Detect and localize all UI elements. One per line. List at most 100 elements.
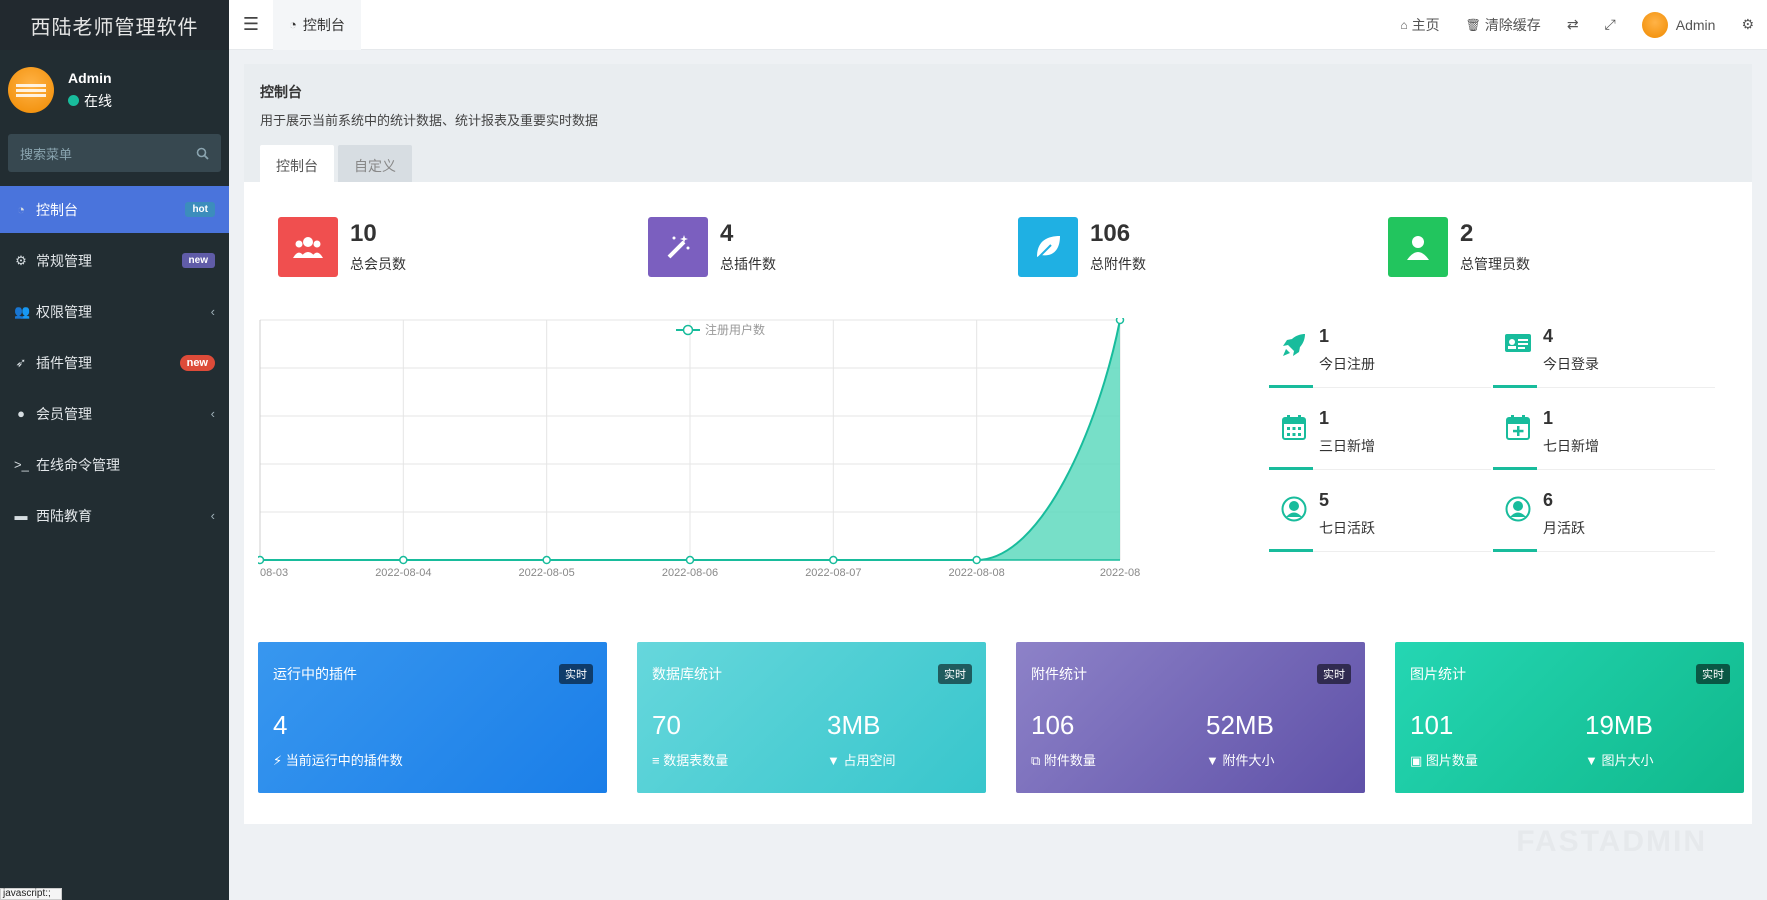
user-circle-icon [1279, 496, 1309, 526]
stat-addons: 4 总插件数 [648, 217, 1018, 277]
id-card-icon [1503, 332, 1533, 362]
mini-stat-seven-day-new: 1 七日新增 [1493, 400, 1715, 470]
chevron-left-icon: ‹ [210, 508, 215, 523]
x-tick-label: 2022-08-06 [662, 567, 718, 579]
mini-stat-three-day-new: 1 三日新增 [1269, 400, 1491, 470]
chart-svg: 08-03 2022-08-04 2022-08-05 2022-08-06 2022-… [255, 315, 1140, 579]
language-icon[interactable]: ⇄ [1566, 16, 1579, 32]
mini-stat-seven-day-active: 5 七日活跃 [1269, 482, 1491, 552]
folder-icon: ▬ [14, 508, 28, 523]
watermark: FASTADMIN [1516, 825, 1707, 858]
page-description: 用于展示当前系统中的统计数据、统计报表及重要实时数据 [260, 113, 599, 128]
rocket-icon [1279, 332, 1309, 362]
card-running-addons: 运行中的插件 实时 4 ⚡ 当前运行中的插件数 [258, 642, 607, 793]
sidebar-item-education[interactable]: ▬ 西陆教育 ‹ [14, 507, 216, 524]
mini-stat-today-login: 4 今日登录 [1493, 318, 1715, 388]
topbar: ☰ ◔ 控制台 ⌂ 主页 🗑 清除缓存 ⇄ ⤢ Admin ⚙ [229, 0, 1767, 50]
trash-icon: 🗑 [1465, 17, 1481, 32]
x-tick-label: 08-03 [260, 567, 288, 579]
users-icon [278, 217, 338, 277]
online-dot-icon [68, 95, 79, 106]
mini-stat-today-register: 1 今日注册 [1269, 318, 1491, 388]
magic-wand-icon: ⚡ [273, 753, 283, 768]
realtime-badge: 实时 [1317, 664, 1351, 684]
data-point [829, 555, 838, 565]
data-point [972, 555, 981, 565]
sidebar-item-members[interactable]: ● 会员管理 ‹ [0, 390, 229, 437]
sidebar-item-auth[interactable]: 👥 权限管理 ‹ [14, 303, 215, 320]
calendar-plus-icon [1503, 414, 1533, 444]
search-placeholder: 搜索菜单 [20, 146, 73, 162]
user-circle-icon [1503, 496, 1533, 526]
data-point [1115, 315, 1125, 325]
hot-badge: hot [185, 202, 215, 217]
users-icon: 👥 [14, 303, 31, 319]
sidebar-item-command[interactable]: >_ 在线命令管理 [14, 456, 120, 473]
mini-stat-month-active: 6 月活跃 [1493, 482, 1715, 552]
registration-chart[interactable]: 08-03 2022-08-04 2022-08-05 2022-08-06 2022-… [255, 315, 1238, 608]
data-point [542, 555, 551, 565]
realtime-badge: 实时 [938, 664, 972, 684]
stat-members: 10 总会员数 [278, 217, 648, 277]
user-circle-icon: ● [17, 406, 25, 421]
tab-custom[interactable]: 自定义 [338, 145, 412, 187]
user-menu[interactable]: Admin [1629, 11, 1729, 38]
data-point [399, 555, 408, 565]
x-tick-label: 2022-08-08 [949, 567, 1005, 579]
page-title: 控制台 [260, 84, 302, 100]
rocket-icon: ➶ [15, 354, 27, 370]
x-tick-label: 2022-08 [1100, 567, 1140, 579]
image-icon: ▣ [1410, 753, 1423, 768]
filter-icon: ▼ [1585, 753, 1598, 768]
search-icon[interactable] [196, 147, 209, 160]
chevron-left-icon: ‹ [210, 406, 215, 421]
cogs-icon: ⚙ [15, 252, 27, 268]
panel-body: 10 总会员数 4 总插件数 106 总附件数 2 总管理员数 [244, 182, 1752, 824]
sidebar-item-general[interactable]: ⚙ 常规管理 new [0, 237, 229, 284]
x-tick-label: 2022-08-04 [375, 567, 431, 579]
series-area [260, 320, 1120, 560]
sidebar-item-addons[interactable]: ➶ 插件管理 new [0, 339, 229, 386]
content: 控制台 用于展示当前系统中的统计数据、统计报表及重要实时数据 控制台 自定义 1… [244, 64, 1752, 824]
legend-marker [682, 324, 694, 336]
home-icon: ⌂ [1400, 17, 1408, 32]
calendar-icon [1279, 414, 1309, 444]
files-icon: ⧉ [1031, 753, 1041, 768]
panel-heading: 控制台 用于展示当前系统中的统计数据、统计报表及重要实时数据 控制台 自定义 [244, 64, 1752, 187]
realtime-badge: 实时 [559, 664, 593, 684]
sidebar-item-dashboard[interactable]: ◔ 控制台 hot [0, 186, 229, 233]
menu-toggle-icon[interactable]: ☰ [242, 14, 260, 34]
chevron-left-icon: ‹ [210, 304, 215, 319]
card-images: 图片统计 实时 101 ▣ 图片数量 19MB ▼ 图片大小 [1395, 642, 1744, 793]
app-title[interactable]: 西陆老师管理软件 [0, 0, 229, 50]
avatar [8, 67, 54, 113]
status-bar: javascript:; [0, 888, 62, 900]
fullscreen-icon[interactable]: ⤢ [1604, 16, 1616, 32]
user-status: 在线 [68, 91, 112, 111]
tab-dashboard[interactable]: 控制台 [260, 145, 334, 187]
new-badge: new [179, 354, 215, 371]
database-icon: ≡ [652, 753, 660, 768]
tab-dashboard[interactable]: ◔ 控制台 [273, 0, 361, 50]
realtime-badge: 实时 [1696, 664, 1730, 684]
user-name: Admin [68, 69, 112, 86]
stat-attachments: 106 总附件数 [1018, 217, 1388, 277]
settings-icon[interactable]: ⚙ [1741, 16, 1754, 32]
x-tick-label: 2022-08-07 [805, 567, 861, 579]
data-point [255, 555, 265, 565]
home-link[interactable]: ⌂ 主页 [1400, 16, 1440, 33]
filter-icon: ▼ [1206, 753, 1219, 768]
clear-cache-button[interactable]: 🗑 清除缓存 [1465, 16, 1541, 33]
data-point [685, 555, 695, 565]
card-database: 数据库统计 实时 70 ≡ 数据表数量 3MB ▼ 占用空间 [637, 642, 986, 793]
magic-wand-icon [648, 217, 708, 277]
search-input[interactable]: 搜索菜单 [8, 134, 221, 172]
dashboard-icon: ◔ [289, 17, 297, 32]
new-badge: new [181, 253, 215, 268]
card-attachments: 附件统计 实时 106 ⧉ 附件数量 52MB ▼ 附件大小 [1016, 642, 1365, 793]
x-tick-label: 2022-08-05 [519, 567, 575, 579]
stat-admins: 2 总管理员数 [1388, 217, 1758, 277]
terminal-icon: >_ [14, 457, 29, 472]
user-panel: Admin 在线 [0, 58, 229, 122]
filter-icon: ▼ [827, 753, 840, 768]
